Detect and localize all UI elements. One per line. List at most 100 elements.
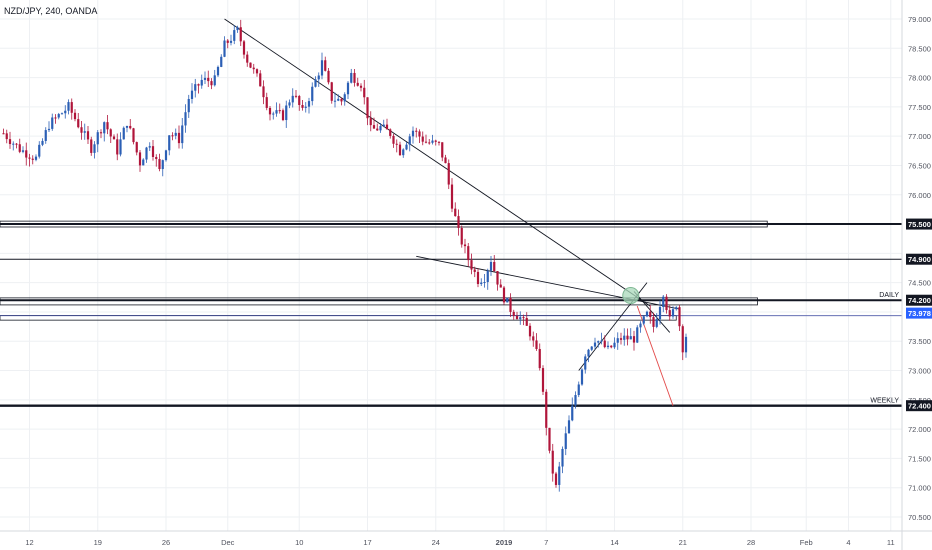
candle-body: [324, 60, 327, 71]
candle-body: [194, 84, 197, 91]
candle-body: [67, 102, 70, 111]
candle-body: [519, 317, 522, 320]
candle-body: [548, 427, 551, 451]
candle-body: [658, 307, 662, 320]
level-tag-box: [906, 400, 932, 412]
y-tick-label: 79.000: [908, 15, 931, 24]
candle-body: [119, 139, 122, 155]
candle-body: [197, 84, 200, 86]
candle-body: [626, 335, 629, 340]
candle-body: [213, 75, 216, 86]
candle-body: [457, 216, 460, 228]
candle-body: [5, 133, 8, 140]
candle-body: [272, 113, 275, 115]
candle-body: [106, 122, 109, 130]
candle-body: [320, 60, 324, 76]
x-tick-label: 2019: [496, 538, 513, 547]
candle-body: [330, 82, 333, 101]
candle-body: [629, 336, 632, 340]
y-tick-label: 74.500: [908, 279, 931, 288]
x-axis: 12 19 26 Dec 10 17 24 2019 7 14 21 28 Feb 4 11: [25, 538, 894, 547]
candle-body: [337, 98, 340, 101]
candle-body: [281, 110, 285, 121]
chart-title: NZD/JPY, 240, OANDA: [4, 6, 97, 16]
candle-body: [93, 144, 96, 153]
candle-body: [259, 73, 262, 87]
candle-body: [135, 142, 138, 153]
candle-body: [431, 140, 434, 143]
candle-body: [597, 341, 600, 343]
candle-body: [177, 132, 181, 144]
candle-body: [405, 144, 408, 150]
y-tick-label: 76.000: [908, 191, 931, 200]
level-tag-label: 74.900: [908, 255, 931, 264]
candle-body: [545, 391, 548, 428]
candle-body: [145, 147, 148, 160]
candle-body: [395, 143, 398, 145]
candle-body: [675, 307, 678, 310]
candle-body: [83, 131, 86, 133]
candle-body: [636, 327, 639, 343]
candle-body: [151, 146, 155, 157]
candle-body: [512, 311, 515, 316]
candle-body: [262, 86, 265, 98]
candle-body: [8, 139, 12, 145]
grid: [0, 0, 902, 531]
candle-body: [493, 261, 496, 272]
y-tick-label: 73.500: [908, 337, 931, 346]
x-tick-label: 17: [363, 538, 371, 547]
sr-zone: [0, 315, 677, 321]
candle-body: [285, 105, 288, 121]
candle-body: [73, 112, 77, 120]
candle-body: [398, 144, 402, 156]
candle-body: [294, 95, 298, 97]
candle-body: [307, 101, 311, 107]
candle-body: [655, 319, 658, 327]
candle-body: [402, 149, 405, 156]
candle-body: [434, 140, 437, 142]
candle-body: [460, 227, 463, 245]
candle-body: [502, 287, 506, 303]
x-tick-label: 28: [747, 538, 755, 547]
candle-body: [291, 95, 294, 103]
candle-body: [642, 316, 645, 324]
candle-body: [616, 338, 619, 343]
candle-body: [70, 102, 73, 113]
candle-body: [187, 98, 190, 113]
candle-body: [489, 261, 493, 271]
candle-body: [671, 309, 675, 317]
level-lines: [0, 223, 902, 407]
candle-body: [265, 97, 268, 108]
candle-body: [554, 473, 558, 485]
candle-body: [171, 135, 174, 137]
candle-body: [379, 126, 382, 131]
candle-body: [590, 346, 593, 350]
x-tick-label: 19: [94, 538, 102, 547]
candle-body: [415, 130, 418, 132]
candle-body: [359, 85, 363, 88]
candle-body: [450, 184, 454, 209]
x-tick-label: Feb: [800, 538, 813, 547]
candle-body: [372, 125, 376, 129]
y-tick-label: 73.000: [908, 367, 931, 376]
candle-body: [77, 119, 80, 128]
candle-body: [15, 143, 18, 145]
trendline: [636, 305, 674, 406]
candle-body: [236, 27, 239, 31]
candle-body: [333, 100, 337, 102]
candle-body: [509, 297, 512, 312]
candle-body: [80, 127, 83, 133]
y-tick-label: 77.500: [908, 103, 931, 112]
candle-body: [223, 40, 226, 57]
x-tick-label: 4: [846, 538, 850, 547]
candle-body: [639, 323, 642, 328]
candle-body: [603, 340, 606, 348]
candle-body: [470, 260, 473, 270]
candle-body: [47, 128, 51, 131]
candle-body: [278, 110, 281, 112]
candle-body: [389, 129, 392, 136]
candle-body: [116, 139, 119, 155]
price-tag-label: 73.978: [908, 309, 931, 318]
candle-body: [252, 67, 255, 70]
